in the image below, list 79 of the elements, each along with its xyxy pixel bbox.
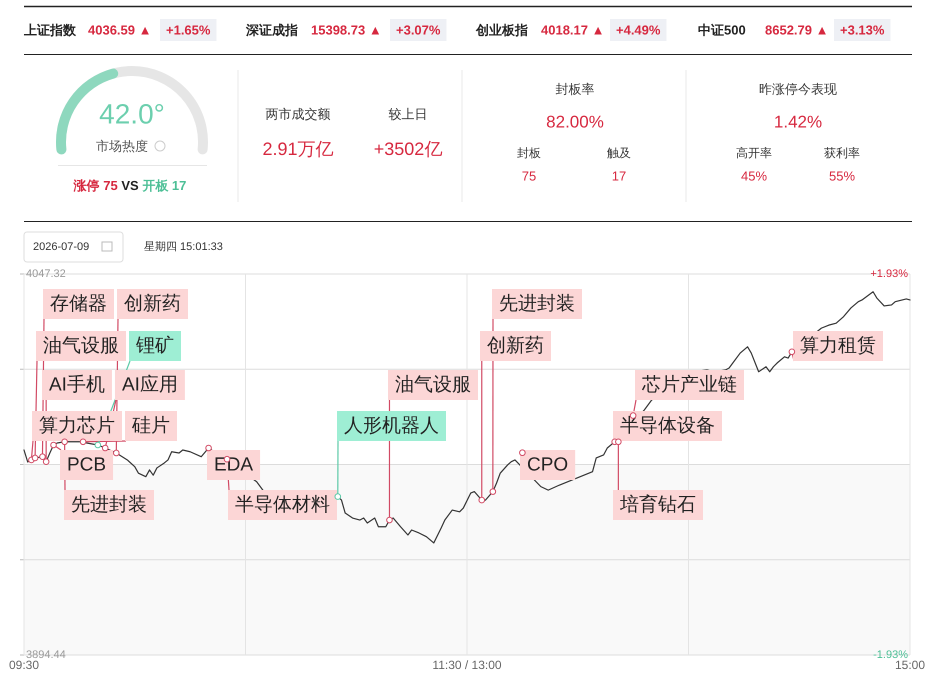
text: 触及 xyxy=(607,146,631,160)
data-label: 油气设服 xyxy=(395,374,471,396)
data-label: 人形机器人 xyxy=(344,416,439,436)
point xyxy=(42,458,50,466)
text: +3502亿 xyxy=(374,139,442,159)
point xyxy=(32,454,38,462)
text: 2.91万亿 xyxy=(262,139,334,159)
data-label: 培育钻石 xyxy=(619,494,696,516)
text: 4018.17 ▲ xyxy=(541,22,604,38)
text: 75 xyxy=(522,168,536,184)
text: 45% xyxy=(740,168,768,184)
text: 获利率 xyxy=(824,146,860,160)
text: 上证指数 xyxy=(23,22,77,38)
point xyxy=(80,438,86,446)
point xyxy=(61,438,68,446)
text: 封板率 xyxy=(556,82,594,96)
text: 市场热度 xyxy=(96,138,148,154)
point xyxy=(205,444,212,452)
text: 深证成指 xyxy=(245,22,298,38)
x-tick-label: 11:30 / 13:00 xyxy=(432,658,502,672)
data-label: 锂矿 xyxy=(135,334,174,356)
text: +3.13% xyxy=(840,22,885,38)
text: 星期四 15:01:33 xyxy=(144,241,223,253)
text: +3.07% xyxy=(396,22,441,38)
text: 创业板指 xyxy=(475,22,528,38)
text: +1.65% xyxy=(166,22,211,38)
text: 4036.59 ▲ xyxy=(88,22,152,38)
data-label: AI应用 xyxy=(122,374,178,396)
point xyxy=(112,450,120,456)
point xyxy=(386,516,393,524)
data-label: PCB xyxy=(67,454,106,476)
text: +4.49% xyxy=(616,22,661,38)
y2-tick-label: +1.93% xyxy=(870,268,908,280)
x-tick-label: 15:00 xyxy=(894,658,926,672)
data-label: 算力芯片 xyxy=(39,416,115,436)
data-label: 存储器 xyxy=(50,294,107,314)
point xyxy=(615,438,622,446)
text: VS xyxy=(118,178,139,192)
data-label: 42.0° xyxy=(99,98,165,130)
point xyxy=(94,442,102,448)
point xyxy=(102,444,109,452)
y-tick-label: 3894.44 xyxy=(26,649,66,661)
data-label: 先进封装 xyxy=(71,494,147,516)
data-label: 创新药 xyxy=(487,334,544,356)
y-tick-label: 4047.32 xyxy=(26,268,66,280)
text: 开板 17 xyxy=(138,178,186,192)
text: 8652.79 ▲ xyxy=(765,22,828,38)
point xyxy=(490,488,496,495)
point xyxy=(39,453,46,460)
point xyxy=(478,496,486,504)
data-label: AI手机 xyxy=(49,374,105,396)
y2-tick-label: -1.93% xyxy=(873,649,908,661)
data-label: 芯片产业链 xyxy=(641,374,737,396)
data-label: 算力租赁 xyxy=(800,336,876,356)
point xyxy=(50,442,57,448)
data-label: 油气设服 xyxy=(43,336,119,356)
text: 昨涨停今表现 xyxy=(759,82,837,96)
text: 较上日 xyxy=(388,106,428,122)
data-label: 硅片 xyxy=(131,416,170,436)
text: 封板 xyxy=(517,146,541,160)
text: 中证500 xyxy=(698,22,746,38)
text: 17 xyxy=(612,168,626,184)
data-label: CPO xyxy=(527,454,568,476)
point xyxy=(788,348,796,356)
point xyxy=(334,493,342,500)
x-tick-label: 09:30 xyxy=(8,658,40,672)
data-label: 先进封装 xyxy=(499,294,575,314)
text: 两市成交额 xyxy=(266,106,330,122)
text: 涨停 75 xyxy=(72,178,118,192)
text: 1.42% xyxy=(774,112,822,132)
text: 高开率 xyxy=(736,146,772,160)
data-label: 半导体设备 xyxy=(620,416,715,436)
text: 15398.73 ▲ xyxy=(311,22,382,38)
data-label: 创新药 xyxy=(124,292,181,314)
point xyxy=(519,449,526,456)
text: 82.00% xyxy=(546,112,604,132)
text: 2026-07-09 xyxy=(33,241,90,253)
data-label: 半导体材料 xyxy=(235,494,330,516)
text: 55% xyxy=(828,168,856,184)
